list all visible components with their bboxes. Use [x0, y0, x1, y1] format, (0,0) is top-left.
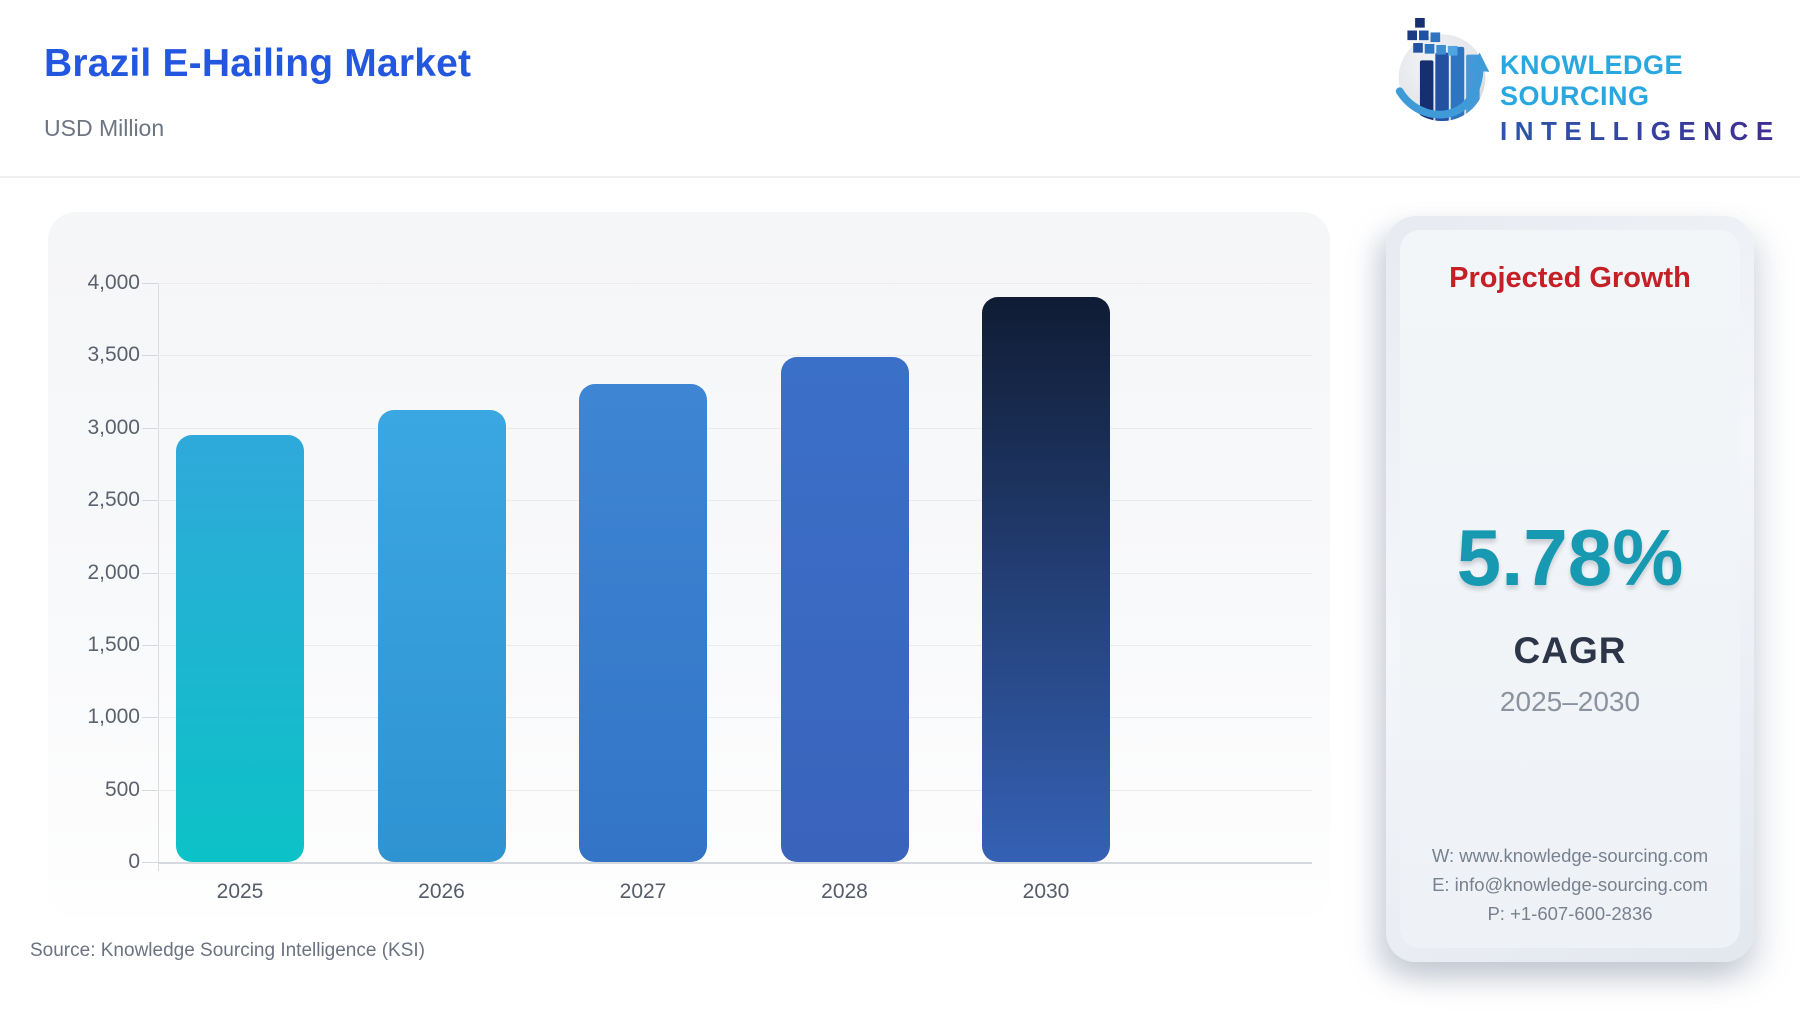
y-tick-mark	[142, 427, 158, 429]
gridline	[158, 355, 1312, 357]
bar-2027	[579, 384, 707, 862]
page-title: Brazil E-Hailing Market	[44, 42, 472, 85]
y-tick-label: 1,000	[87, 705, 140, 729]
x-tick-label: 2030	[1022, 880, 1070, 903]
source-note: Source: Knowledge Sourcing Intelligence …	[30, 940, 426, 961]
contact-phone: P: +1-607-600-2836	[1487, 903, 1653, 924]
cagr-period: 2025–2030	[1499, 686, 1641, 717]
logo-text-line2: INTELLIGENCE	[1500, 116, 1781, 146]
x-tick-label: 2028	[821, 880, 868, 903]
bar-2025	[176, 435, 304, 862]
contact-website: W: www.knowledge-sourcing.com	[1431, 845, 1709, 866]
cagr-value: 5.78%	[1456, 513, 1684, 602]
y-tick-mark	[142, 789, 158, 791]
x-axis-line	[158, 862, 1312, 864]
unit-label: USD Million	[44, 115, 165, 141]
bar-2028	[780, 356, 909, 862]
contact-email: E: info@knowledge-sourcing.com	[1432, 874, 1708, 895]
contact-block: W: www.knowledge-sourcing.com E: info@kn…	[1400, 841, 1740, 928]
y-tick-label: 0	[128, 850, 140, 873]
y-tick-mark	[142, 355, 158, 357]
x-tick-label: 2027	[619, 880, 667, 903]
gridline	[158, 717, 1312, 719]
header-divider	[0, 176, 1800, 178]
bar-2026	[377, 410, 506, 862]
y-tick-label: 1,500	[87, 632, 140, 656]
x-tick-label: 2026	[418, 880, 465, 903]
y-tick-label: 2,000	[87, 560, 140, 584]
y-tick-label: 4,000	[87, 271, 140, 294]
gridline	[158, 500, 1312, 502]
gridline	[158, 283, 1312, 284]
y-tick-label: 3,500	[87, 343, 140, 367]
y-tick-mark	[142, 717, 158, 719]
y-tick-mark	[142, 500, 158, 502]
ksi-logo: KNOWLEDGE SOURCING INTELLIGENCE	[1392, 14, 1773, 146]
y-tick-label: 2,500	[87, 488, 140, 512]
logo-text-line1: KNOWLEDGE SOURCING	[1500, 50, 1683, 111]
projected-growth-panel-inner: Projected Growth 5.78% CAGR 2025–2030 W:…	[1400, 230, 1740, 948]
y-tick-label: 3,000	[87, 415, 140, 439]
projected-growth-panel: Projected Growth 5.78% CAGR 2025–2030 W:…	[1386, 216, 1754, 962]
y-axis-line	[158, 283, 159, 871]
cagr-label: CAGR	[1513, 630, 1627, 671]
growth-heading: Projected Growth	[1449, 262, 1691, 294]
gridline	[158, 789, 1312, 791]
y-tick-label: 500	[104, 777, 140, 801]
bar-chart-plot-area	[158, 283, 1312, 864]
y-tick-mark	[142, 862, 158, 863]
x-tick-label: 2025	[216, 880, 264, 903]
y-tick-mark	[142, 572, 158, 574]
y-tick-mark	[142, 283, 158, 284]
y-tick-mark	[142, 644, 158, 646]
gridline	[158, 572, 1312, 574]
gridline	[158, 644, 1312, 646]
gridline	[158, 427, 1312, 429]
bar-2030	[982, 297, 1110, 862]
ksi-logo-icon	[1395, 18, 1490, 122]
